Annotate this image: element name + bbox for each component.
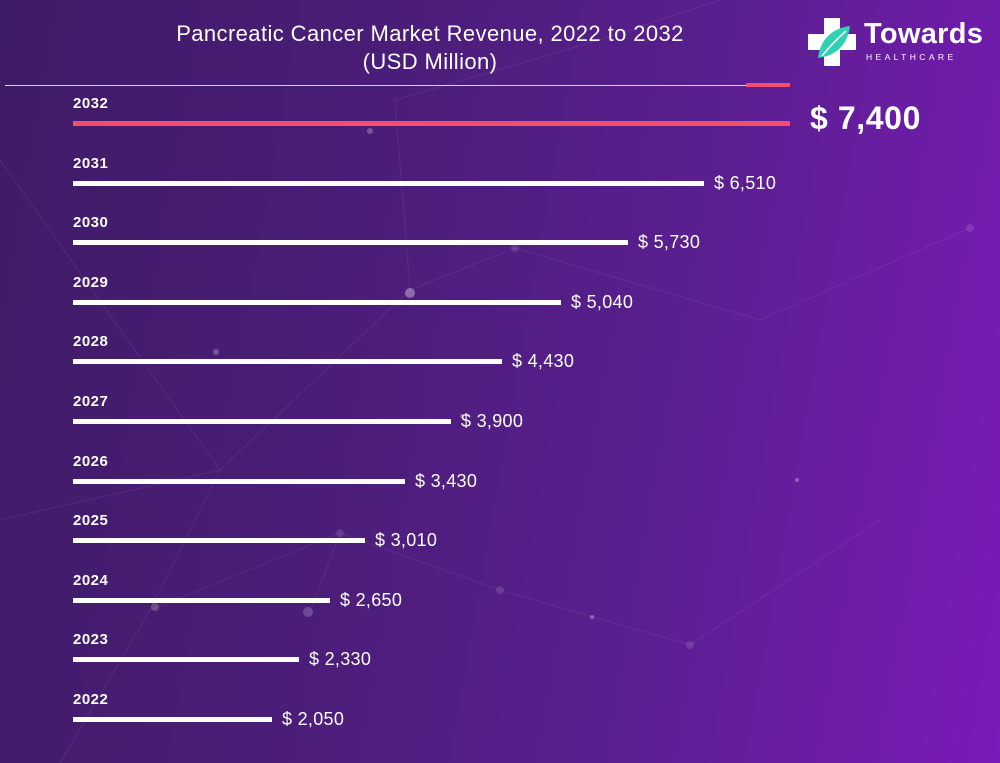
value-label: $ 5,040 xyxy=(571,292,634,312)
medical-cross-leaf-icon xyxy=(808,18,856,66)
bar-row-2030: 2030 $ 5,730 xyxy=(0,214,1000,254)
chart-title: Pancreatic Cancer Market Revenue, 2022 t… xyxy=(176,21,684,46)
revenue-bar-chart: 2032 $ 7,400 2031 $ 6,510 2030 $ 5,730 2029 $ 5… xyxy=(0,95,1000,755)
title-divider xyxy=(5,85,747,86)
bar xyxy=(73,538,365,543)
bar xyxy=(73,598,330,603)
logo-subtitle: HEALTHCARE xyxy=(866,52,957,62)
value-label: $ 3,900 xyxy=(461,411,524,431)
bar xyxy=(73,479,405,484)
year-label: 2027 xyxy=(73,393,109,410)
bar-row-2025: 2025 $ 3,010 xyxy=(0,512,1000,552)
bar-row-2032: 2032 $ 7,400 xyxy=(0,95,1000,136)
title-divider-accent xyxy=(746,83,790,87)
bar-row-2029: 2029 $ 5,040 xyxy=(0,274,1000,314)
year-label: 2029 xyxy=(73,274,109,291)
value-label: $ 2,330 xyxy=(309,649,372,669)
bar-row-2023: 2023 $ 2,330 xyxy=(0,631,1000,671)
bar xyxy=(73,240,628,245)
value-label: $ 3,430 xyxy=(415,471,478,491)
year-label: 2031 xyxy=(73,155,109,172)
year-label: 2022 xyxy=(73,691,109,708)
chart-subtitle: (USD Million) xyxy=(362,49,498,74)
year-label: 2026 xyxy=(73,453,109,470)
value-label: $ 7,400 xyxy=(810,100,921,136)
bar xyxy=(73,300,561,305)
year-label: 2023 xyxy=(73,631,109,648)
bar xyxy=(73,121,790,126)
bar-row-2028: 2028 $ 4,430 xyxy=(0,333,1000,373)
bar xyxy=(73,717,272,722)
year-label: 2030 xyxy=(73,214,109,231)
bar-row-2031: 2031 $ 6,510 xyxy=(0,155,1000,195)
year-label: 2025 xyxy=(73,512,109,529)
bar xyxy=(73,181,704,186)
logo-wordmark: Towards xyxy=(864,18,984,50)
year-label: 2032 xyxy=(73,95,109,112)
bar xyxy=(73,419,451,424)
bar-row-2022: 2022 $ 2,050 xyxy=(0,691,1000,731)
value-label: $ 3,010 xyxy=(375,530,438,550)
value-label: $ 5,730 xyxy=(638,232,701,252)
bar-row-2027: 2027 $ 3,900 xyxy=(0,393,1000,433)
year-label: 2028 xyxy=(73,333,109,350)
value-label: $ 2,050 xyxy=(282,709,345,729)
bar-row-2024: 2024 $ 2,650 xyxy=(0,572,1000,612)
value-label: $ 6,510 xyxy=(714,173,777,193)
value-label: $ 2,650 xyxy=(340,590,403,610)
year-label: 2024 xyxy=(73,572,109,589)
towards-healthcare-logo: Towards HEALTHCARE xyxy=(806,16,986,70)
bar-row-2026: 2026 $ 3,430 xyxy=(0,453,1000,493)
bar xyxy=(73,359,502,364)
bar xyxy=(73,657,299,662)
value-label: $ 4,430 xyxy=(512,351,575,371)
